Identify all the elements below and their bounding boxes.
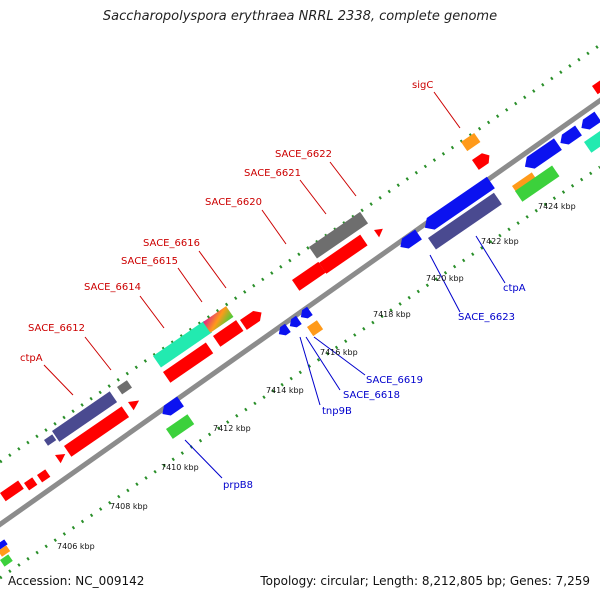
label-sigC: sigC xyxy=(412,80,433,91)
gene-orange-edge xyxy=(0,545,11,557)
gene-navy-small xyxy=(44,434,57,446)
label-SACE_6620: SACE_6620 xyxy=(205,197,262,208)
gene-red-1 xyxy=(0,480,24,502)
gene-red-arrow xyxy=(240,310,262,330)
tick-7406: 7406 kbp xyxy=(57,542,95,551)
gene-navy-ctpA-rev xyxy=(428,192,502,250)
label-SACE_6619: SACE_6619 xyxy=(366,375,423,386)
gene-blue-small-1 xyxy=(278,323,291,336)
reverse-labels: prpB8 tnp9B SACE_6618 SACE_6619 SACE_662… xyxy=(223,283,526,491)
label-SACE_6612: SACE_6612 xyxy=(28,323,85,334)
gene-red-edge xyxy=(592,79,600,95)
gene-blue-6623 xyxy=(424,176,495,230)
gene-blue-arrow-1 xyxy=(400,229,422,249)
gene-navy-6612 xyxy=(52,391,118,442)
gene-red-2 xyxy=(24,477,38,491)
tick-7414: 7414 kbp xyxy=(266,386,304,395)
label-tnp9B: tnp9B xyxy=(322,406,352,417)
gene-red-6616 xyxy=(213,320,244,347)
outer-track-dotted xyxy=(0,43,600,464)
label-SACE_6622: SACE_6622 xyxy=(275,149,332,160)
gene-blue-right-2 xyxy=(560,125,582,145)
gene-red-6621 xyxy=(319,234,368,274)
gene-red-sigC xyxy=(472,153,490,170)
tick-7416: 7416 kbp xyxy=(320,348,358,357)
label-SACE_6616: SACE_6616 xyxy=(143,238,200,249)
label-SACE_6618: SACE_6618 xyxy=(343,390,400,401)
tick-7422: 7422 kbp xyxy=(481,237,519,246)
gene-red-tip xyxy=(374,228,383,238)
gene-cyan-6614 xyxy=(153,320,213,368)
gene-orange-6619 xyxy=(307,320,324,337)
gene-green-edge xyxy=(0,554,13,567)
leader-lines xyxy=(43,91,506,479)
tick-7418: 7418 kbp xyxy=(373,310,411,319)
gene-red-ctpA-fwd xyxy=(64,406,130,457)
gene-blue-right-1 xyxy=(524,138,562,169)
gene-blue-right-3 xyxy=(581,111,600,130)
gene-blue-small-2 xyxy=(289,315,302,328)
tick-7424: 7424 kbp xyxy=(538,202,576,211)
gene-cyan-right xyxy=(584,130,600,153)
label-SACE_6623: SACE_6623 xyxy=(458,312,515,323)
gene-orange-sigC xyxy=(461,132,481,152)
tick-7410: 7410 kbp xyxy=(161,463,199,472)
gene-green-prpB8 xyxy=(166,414,195,439)
label-SACE_6614: SACE_6614 xyxy=(84,282,141,293)
gene-multi-6615 xyxy=(203,306,234,333)
inner-track-dotted xyxy=(0,165,600,580)
gene-red-3 xyxy=(37,469,51,483)
gene-green-right xyxy=(515,165,560,202)
gene-red-small xyxy=(128,400,140,411)
gene-blue-small-3 xyxy=(300,306,313,319)
gene-gray-small xyxy=(117,380,132,395)
reverse-features xyxy=(0,111,600,567)
gene-blue-edge xyxy=(0,539,8,550)
tick-7420: 7420 kbp xyxy=(426,274,464,283)
accession-text: Accession: NC_009142 xyxy=(8,574,145,588)
tick-7408: 7408 kbp xyxy=(110,502,148,511)
gene-red-6614 xyxy=(163,342,214,383)
label-ctpA-fwd: ctpA xyxy=(20,353,43,364)
gene-red-4 xyxy=(55,454,66,464)
genome-summary-text: Topology: circular; Length: 8,212,805 bp… xyxy=(260,574,590,588)
forward-features xyxy=(0,79,600,502)
gene-gray-6622 xyxy=(309,211,369,259)
label-SACE_6615: SACE_6615 xyxy=(121,256,178,267)
gene-orange-right xyxy=(511,172,537,193)
gene-red-6620 xyxy=(292,261,326,291)
label-prpB8: prpB8 xyxy=(223,480,253,491)
map-title: Saccharopolyspora erythraea NRRL 2338, c… xyxy=(102,9,498,24)
forward-labels: ctpA SACE_6612 SACE_6614 SACE_6615 SACE_… xyxy=(20,80,433,364)
scale-ticks: 7406 kbp 7408 kbp 7410 kbp 7412 kbp 7414… xyxy=(57,202,576,551)
genome-backbone xyxy=(0,97,600,528)
label-ctpA-rev: ctpA xyxy=(503,283,526,294)
label-SACE_6621: SACE_6621 xyxy=(244,168,301,179)
tick-7412: 7412 kbp xyxy=(213,424,251,433)
gene-blue-prpB8 xyxy=(162,396,184,416)
